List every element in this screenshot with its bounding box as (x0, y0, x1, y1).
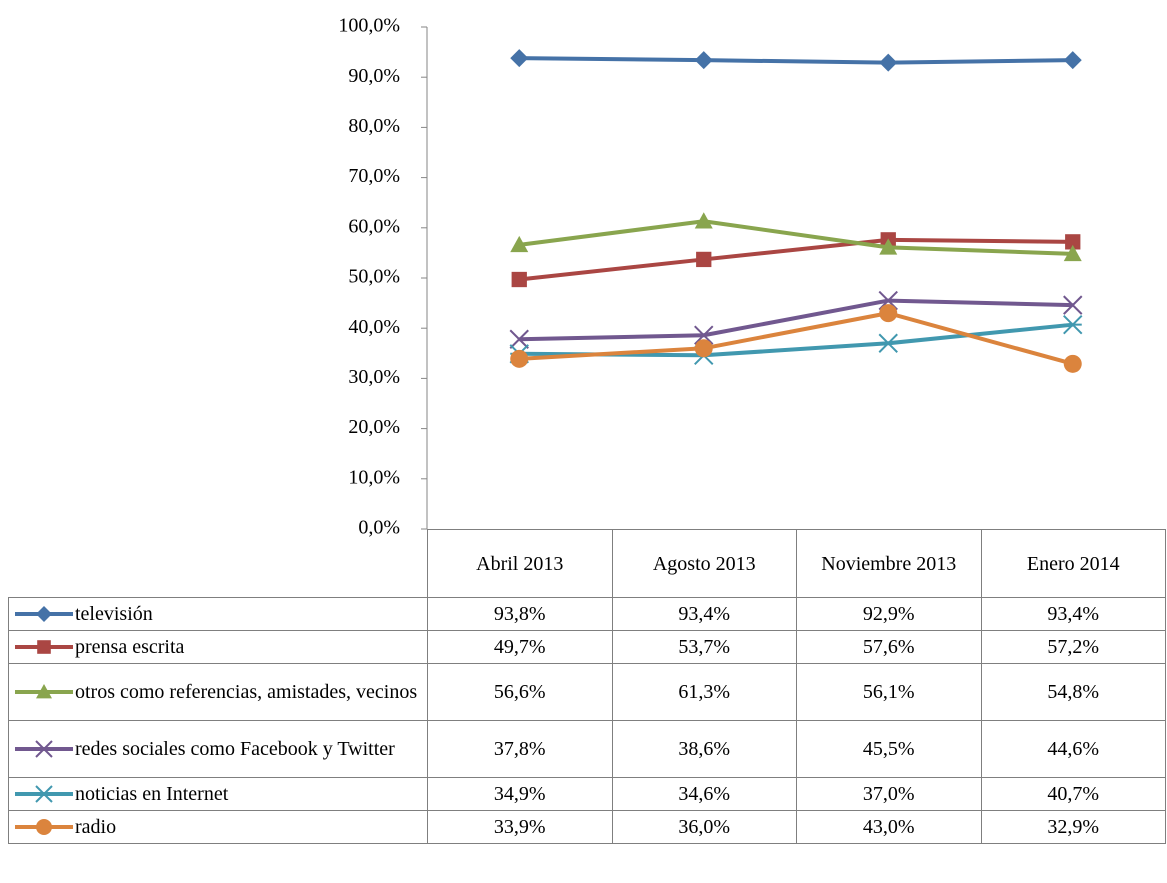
point (694, 212, 713, 229)
point (1063, 354, 1082, 373)
legend-entry: redes sociales como Facebook y Twitter (8, 720, 428, 778)
legend-key (15, 740, 73, 758)
legend-key (15, 819, 73, 835)
value-cell: 54,8% (980, 663, 1166, 721)
point (1063, 295, 1083, 315)
value-cell: 93,4% (611, 597, 797, 631)
legend-key (15, 785, 73, 803)
point (511, 271, 527, 288)
value-cell: 32,9% (980, 810, 1166, 844)
value-cell: 40,7% (980, 777, 1166, 811)
legend-label: televisión (75, 603, 153, 625)
value-cell: 93,4% (980, 597, 1166, 631)
legend-key (15, 606, 73, 622)
value-cell: 92,9% (796, 597, 982, 631)
y-tick-label: 0,0% (358, 517, 400, 539)
legend-entry: televisión (8, 597, 428, 631)
point (1063, 314, 1083, 335)
point (510, 235, 529, 253)
legend-marker (35, 785, 53, 803)
line (519, 237, 1073, 282)
y-tick-label: 80,0% (348, 115, 400, 137)
y-tick-label: 10,0% (348, 466, 400, 488)
category-header: Agosto 2013 (611, 529, 797, 598)
legend-marker (37, 640, 51, 654)
legend-entry: radio (8, 810, 428, 844)
value-cell: 34,6% (611, 777, 797, 811)
line (519, 56, 1073, 65)
point (1063, 244, 1082, 262)
y-tick-label: 30,0% (348, 366, 400, 388)
legend-entry: noticias en Internet (8, 777, 428, 811)
legend-key (15, 684, 73, 699)
series (510, 49, 1082, 72)
value-cell: 53,7% (611, 630, 797, 664)
y-tick-label: 100,0% (338, 15, 400, 37)
point (510, 349, 529, 368)
y-tick-label: 60,0% (348, 215, 400, 237)
legend-key (15, 640, 73, 654)
point (694, 325, 714, 345)
value-cell: 33,9% (427, 810, 613, 844)
point (1065, 234, 1081, 250)
point (878, 333, 898, 353)
category-header: Noviembre 2013 (796, 529, 982, 598)
legend-label: noticias en Internet (75, 783, 229, 805)
value-cell: 43,0% (796, 810, 982, 844)
point (879, 53, 898, 72)
point (879, 238, 898, 255)
point (694, 339, 713, 358)
y-tick-label: 90,0% (348, 65, 400, 87)
legend-label: otros como referencias, amistades, vecin… (75, 681, 418, 703)
legend-entry: prensa escrita (8, 630, 428, 664)
value-cell: 61,3% (611, 663, 797, 721)
legend-marker (36, 606, 52, 622)
legend-label: prensa escrita (75, 636, 185, 658)
value-cell: 57,6% (796, 630, 982, 664)
value-cell: 36,0% (611, 810, 797, 844)
legend-marker (36, 819, 52, 835)
y-tick-label: 50,0% (348, 266, 400, 288)
series (510, 304, 1082, 373)
y-tick-label: 70,0% (348, 165, 400, 187)
value-cell: 45,5% (796, 720, 982, 778)
legend-marker (36, 684, 52, 699)
value-cell: 93,8% (427, 597, 613, 631)
point (510, 49, 529, 68)
point (879, 304, 898, 323)
value-cell: 57,2% (980, 630, 1166, 664)
legend-marker (35, 740, 53, 758)
point (694, 51, 713, 70)
legend-label: redes sociales como Facebook y Twitter (75, 738, 395, 760)
value-cell: 37,0% (796, 777, 982, 811)
value-cell: 37,8% (427, 720, 613, 778)
point (1063, 51, 1082, 70)
series (511, 232, 1081, 288)
value-cell: 38,6% (611, 720, 797, 778)
line (518, 219, 1073, 256)
line (519, 311, 1074, 366)
legend-label: radio (75, 816, 117, 838)
value-cell: 34,9% (427, 777, 613, 811)
y-tick-label: 20,0% (348, 416, 400, 438)
value-cell: 56,6% (427, 663, 613, 721)
point (696, 251, 712, 268)
legend-entry: otros como referencias, amistades, vecin… (8, 663, 428, 721)
series (510, 212, 1082, 262)
value-cell: 44,6% (980, 720, 1166, 778)
value-cell: 49,7% (427, 630, 613, 664)
series (509, 314, 1083, 366)
point (509, 329, 529, 349)
y-tick-label: 40,0% (348, 316, 400, 338)
series (509, 290, 1083, 349)
category-header: Enero 2014 (980, 529, 1166, 598)
value-cell: 56,1% (796, 663, 982, 721)
line (519, 298, 1073, 342)
category-header: Abril 2013 (427, 529, 613, 598)
